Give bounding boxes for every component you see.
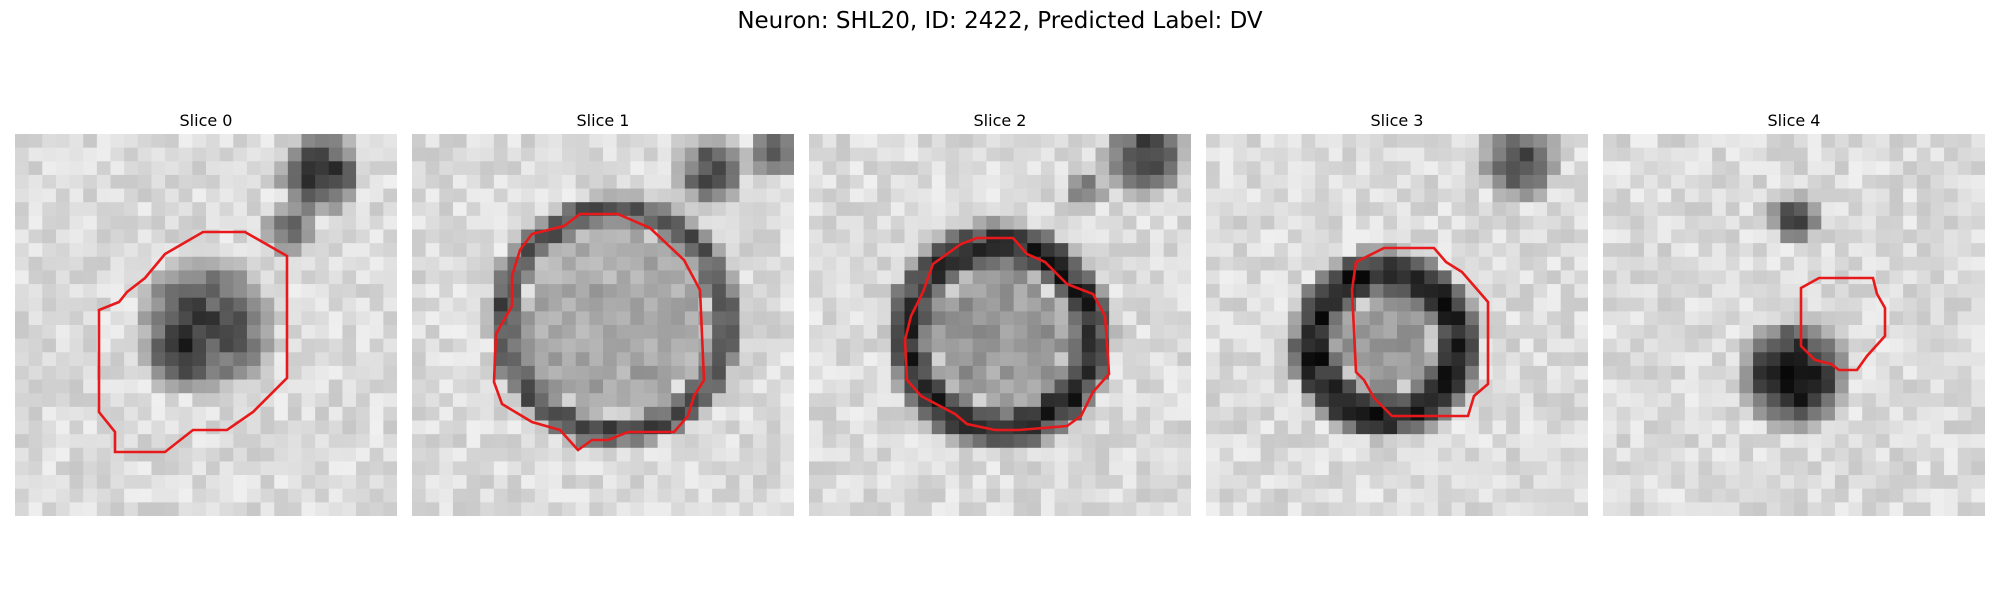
slice-image	[1206, 134, 1588, 516]
slice-title: Slice 3	[1370, 111, 1424, 130]
neuron-contour	[903, 236, 1111, 432]
neuron-contour	[97, 230, 289, 454]
slice-image	[15, 134, 397, 516]
figure-title: Neuron: SHL20, ID: 2422, Predicted Label…	[737, 8, 1263, 34]
slice-panel-2: Slice 2	[809, 110, 1191, 516]
neuron-contour	[492, 212, 706, 452]
slice-image	[1603, 134, 1985, 516]
slice-title: Slice 1	[576, 111, 630, 130]
slice-panel-0: Slice 0	[15, 110, 397, 516]
neuron-contour	[1799, 276, 1887, 372]
slice-image	[809, 134, 1191, 516]
slice-panel-3: Slice 3	[1206, 110, 1588, 516]
slice-title: Slice 4	[1767, 111, 1821, 130]
slice-panel-1: Slice 1	[412, 110, 794, 516]
slice-image	[412, 134, 794, 516]
neuron-contour	[1350, 246, 1490, 418]
slice-panel-4: Slice 4	[1603, 110, 1985, 516]
slice-title: Slice 2	[973, 111, 1027, 130]
slice-title: Slice 0	[179, 111, 233, 130]
